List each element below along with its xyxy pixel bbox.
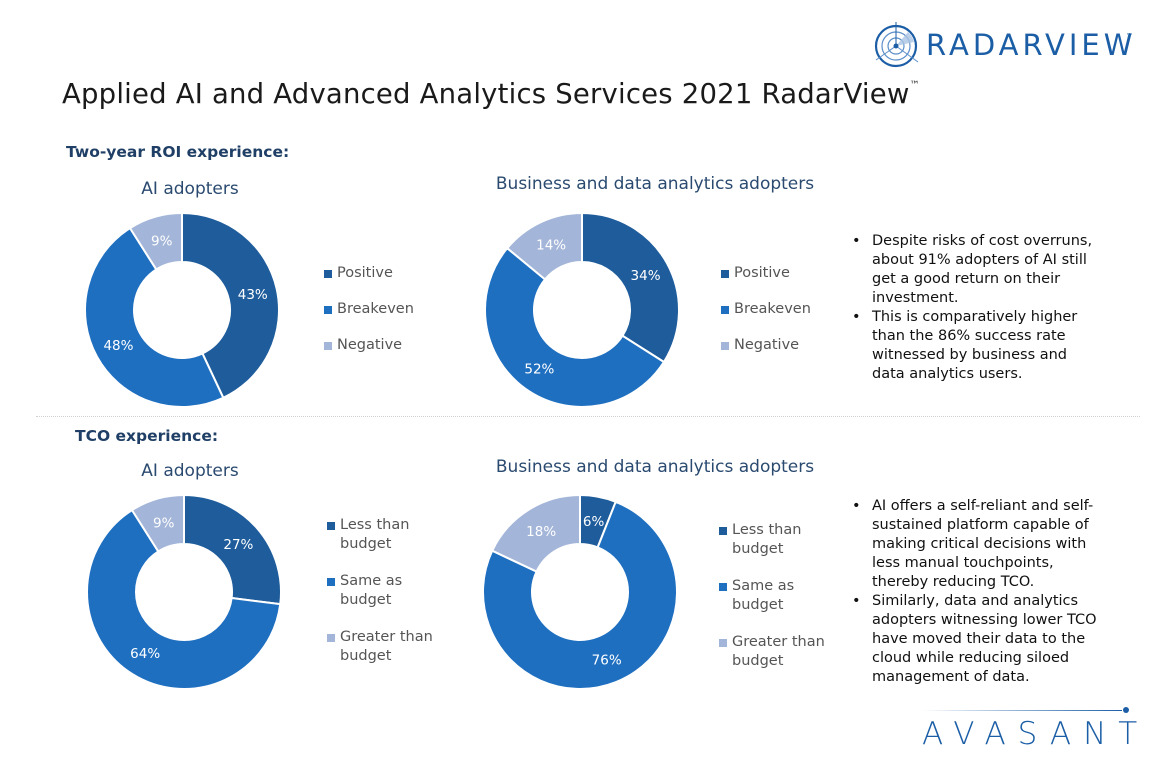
avasant-logo-line (922, 710, 1122, 711)
donut-data-label: 34% (631, 268, 661, 284)
donut-data-label: 43% (238, 287, 268, 303)
section-divider (36, 416, 1140, 417)
donut-data-label: 27% (223, 537, 253, 553)
legend-swatch (721, 270, 729, 278)
donut-slice-less-than-budget (183, 493, 282, 606)
legend-swatch (327, 578, 335, 586)
donut-slice-greater-than-budget (490, 493, 581, 573)
donut-chart-tco-bda: 6% 76% 18% (482, 493, 678, 690)
roi-section-heading: Two-year ROI experience: (66, 143, 290, 161)
legend-label: Negative (734, 337, 800, 353)
legend-item-same-as-budget: Same as budget (719, 577, 825, 615)
donut-slice-same-as-budget (86, 508, 282, 690)
legend-item-greater-than-budget: Greater than budget (719, 633, 825, 671)
legend-label: Less than budget (732, 522, 802, 557)
legend-item-positive: Positive (721, 264, 811, 283)
donut-chart-roi-bda: 34% 52% 14% (484, 211, 680, 408)
legend-swatch (327, 522, 335, 530)
chart-title-tco-ai: AI adopters (141, 461, 239, 481)
legend-swatch (719, 639, 727, 647)
tco-section-heading: TCO experience: (75, 427, 219, 445)
donut-data-label: 64% (130, 646, 160, 662)
legend-roi-bda: Positive Breakeven Negative (721, 264, 811, 372)
roi-insights: • Despite risks of cost overruns, about 9… (848, 232, 1098, 384)
legend-swatch (324, 342, 332, 350)
legend-swatch (324, 306, 332, 314)
page-title-tm: ™ (909, 80, 920, 91)
radar-icon (874, 22, 919, 68)
legend-label: Positive (337, 265, 393, 281)
legend-label: Breakeven (337, 301, 414, 317)
legend-item-negative: Negative (721, 336, 811, 355)
page-title-text: Applied AI and Advanced Analytics Servic… (62, 78, 910, 110)
donut-slice-negative (128, 211, 183, 271)
legend-label: Breakeven (734, 301, 811, 317)
legend-swatch (324, 270, 332, 278)
legend-label: Positive (734, 265, 790, 281)
donut-data-label: 48% (103, 338, 133, 354)
legend-label: Negative (337, 337, 403, 353)
avasant-logo-dot (1123, 707, 1129, 713)
legend-item-negative: Negative (324, 336, 414, 355)
roi-bullet-1: • Despite risks of cost overruns, about 9… (848, 232, 1098, 308)
donut-data-label: 18% (526, 524, 556, 540)
donut-data-label: 9% (151, 233, 173, 249)
chart-title-roi-bda: Business and data analytics adopters (495, 174, 815, 194)
legend-item-greater-than-budget: Greater than budget (327, 628, 433, 666)
tco-insights: • AI offers a self-reliant and self-susta… (848, 497, 1108, 687)
legend-label: Same as budget (732, 578, 795, 613)
donut-slice-same-as-budget (482, 500, 678, 690)
legend-roi-ai: Positive Breakeven Negative (324, 264, 414, 372)
roi-bullet-2: • This is comparatively higher than the 8… (848, 308, 1098, 384)
legend-label: Less than budget (340, 517, 410, 552)
donut-data-label: 14% (536, 237, 566, 253)
tco-bullet-2: • Similarly, data and analytics adopters … (848, 592, 1108, 687)
donut-data-label: 6% (583, 514, 605, 530)
donut-data-label: 9% (153, 515, 175, 531)
donut-data-label: 76% (592, 652, 622, 668)
legend-item-positive: Positive (324, 264, 414, 283)
tco-bullet-1-text: AI offers a self-reliant and self-sustai… (872, 498, 1094, 590)
avasant-logo-text: AVASANT (922, 716, 1150, 752)
donut-slice-positive (181, 211, 280, 400)
legend-label: Same as budget (340, 573, 403, 608)
donut-slice-positive (581, 211, 680, 364)
donut-chart-tco-ai: 27% 64% 9% (86, 493, 282, 690)
donut-slice-negative (505, 211, 583, 281)
radarview-tm: ™ (1126, 32, 1133, 40)
radarview-logo-text: RADARVIEW (926, 28, 1137, 62)
donut-slice-greater-than-budget (130, 493, 185, 553)
legend-swatch (721, 306, 729, 314)
legend-swatch (719, 527, 727, 535)
legend-swatch (327, 634, 335, 642)
roi-bullet-1-text: Despite risks of cost overruns, about 91… (872, 233, 1093, 306)
legend-item-less-than-budget: Less than budget (327, 516, 433, 554)
page-title: Applied AI and Advanced Analytics Servic… (62, 78, 920, 110)
chart-title-tco-bda: Business and data analytics adopters (495, 457, 815, 477)
avasant-logo: AVASANT (922, 706, 1137, 756)
legend-tco-ai: Less than budget Same as budget Greater than… (327, 516, 433, 684)
radarview-logo: RADARVIEW ™ (870, 20, 1140, 70)
legend-item-less-than-budget: Less than budget (719, 521, 825, 559)
donut-slice-breakeven (484, 246, 666, 408)
legend-item-same-as-budget: Same as budget (327, 572, 433, 610)
legend-swatch (719, 583, 727, 591)
tco-bullet-1: • AI offers a self-reliant and self-susta… (848, 497, 1108, 592)
tco-bullet-2-text: Similarly, data and analytics adopters w… (872, 593, 1097, 685)
donut-slice-breakeven (84, 226, 225, 408)
chart-title-roi-ai: AI adopters (141, 179, 239, 199)
legend-swatch (721, 342, 729, 350)
legend-label: Greater than budget (340, 629, 433, 664)
legend-item-breakeven: Breakeven (324, 300, 414, 319)
donut-chart-roi-ai: 43% 48% 9% (84, 211, 280, 408)
legend-label: Greater than budget (732, 634, 825, 669)
roi-bullet-2-text: This is comparatively higher than the 86… (872, 309, 1078, 382)
legend-tco-bda: Less than budget Same as budget Greater than… (719, 521, 825, 689)
legend-item-breakeven: Breakeven (721, 300, 811, 319)
donut-data-label: 52% (524, 362, 554, 378)
